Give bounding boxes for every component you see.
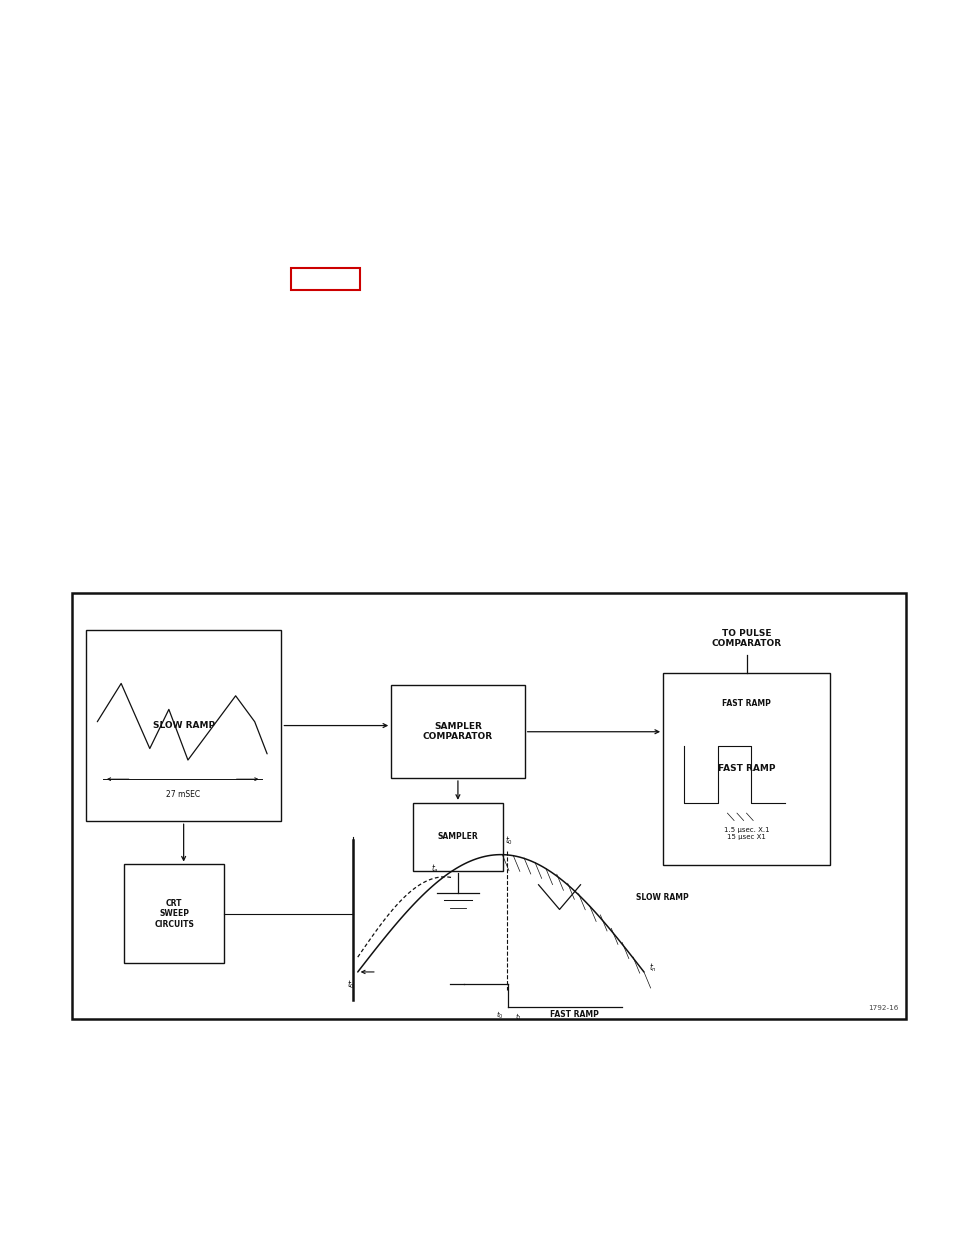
- Text: FAST RAMP: FAST RAMP: [550, 1010, 598, 1019]
- Text: $t_n$: $t_n$: [648, 962, 656, 974]
- Text: CRT
SWEEP
CIRCUITS: CRT SWEEP CIRCUITS: [154, 899, 193, 929]
- Text: SLOW RAMP: SLOW RAMP: [152, 721, 214, 730]
- Text: $t_0$: $t_0$: [505, 835, 513, 847]
- Text: $t_1$: $t_1$: [515, 1011, 521, 1023]
- Text: FAST RAMP: FAST RAMP: [721, 699, 770, 709]
- Bar: [291, 268, 359, 290]
- Text: FAST RAMP: FAST RAMP: [717, 764, 775, 773]
- Bar: [71, 593, 905, 1019]
- Text: 1.5 μsec. X.1
15 μsec X1: 1.5 μsec. X.1 15 μsec X1: [723, 826, 768, 840]
- Text: 27 mSEC: 27 mSEC: [166, 790, 199, 799]
- Text: SLOW RAMP: SLOW RAMP: [636, 893, 688, 903]
- Bar: [86, 630, 281, 821]
- Text: $t_0$: $t_0$: [346, 978, 355, 990]
- Text: SAMPLER: SAMPLER: [437, 832, 477, 841]
- Text: 1792-16: 1792-16: [867, 1005, 898, 1011]
- Bar: [124, 864, 224, 963]
- Bar: [413, 803, 503, 871]
- Text: TO PULSE
COMPARATOR: TO PULSE COMPARATOR: [711, 629, 781, 648]
- Bar: [662, 673, 829, 864]
- Text: SAMPLER
COMPARATOR: SAMPLER COMPARATOR: [422, 722, 493, 741]
- Text: $t_0$: $t_0$: [495, 1010, 503, 1021]
- Bar: [391, 685, 524, 778]
- Text: $t_a$: $t_a$: [430, 863, 438, 876]
